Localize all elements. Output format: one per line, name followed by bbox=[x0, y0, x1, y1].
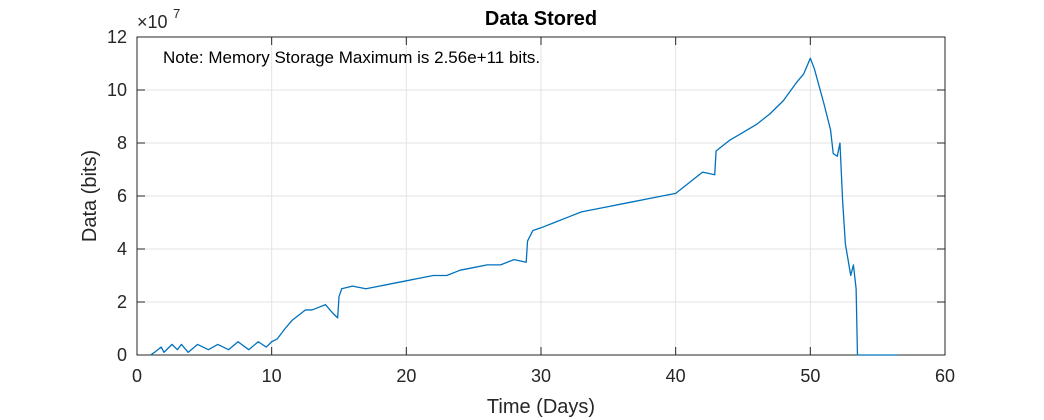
y-tick-label: 4 bbox=[117, 239, 127, 259]
y-tick-label: 0 bbox=[117, 345, 127, 365]
y-tick-label: 8 bbox=[117, 133, 127, 153]
chart-annotation: Note: Memory Storage Maximum is 2.56e+11… bbox=[163, 48, 540, 67]
data-series-line bbox=[150, 57, 898, 356]
x-tick-label: 0 bbox=[132, 366, 142, 386]
x-tick-label: 40 bbox=[666, 366, 686, 386]
x-tick-label: 30 bbox=[531, 366, 551, 386]
y-exponent-base: ×10 bbox=[137, 12, 168, 32]
grid-layer bbox=[136, 36, 946, 356]
x-tick-label: 20 bbox=[396, 366, 416, 386]
x-axis-label: Time (Days) bbox=[487, 396, 595, 418]
y-tick-label: 10 bbox=[107, 80, 127, 100]
x-tick-label: 60 bbox=[935, 366, 955, 386]
y-tick-label: 6 bbox=[117, 186, 127, 206]
x-tick-label: 10 bbox=[262, 366, 282, 386]
x-tick-label: 50 bbox=[800, 366, 820, 386]
y-tick-label: 12 bbox=[107, 27, 127, 47]
tick-layer: 0 10 20 30 40 50 60 0 2 4 6 8 10 12 bbox=[107, 27, 955, 386]
y-exponent-power: 7 bbox=[173, 6, 180, 21]
chart-title: Data Stored bbox=[485, 8, 597, 30]
y-tick-label: 2 bbox=[117, 292, 127, 312]
y-axis-label: Data (bits) bbox=[79, 150, 101, 242]
